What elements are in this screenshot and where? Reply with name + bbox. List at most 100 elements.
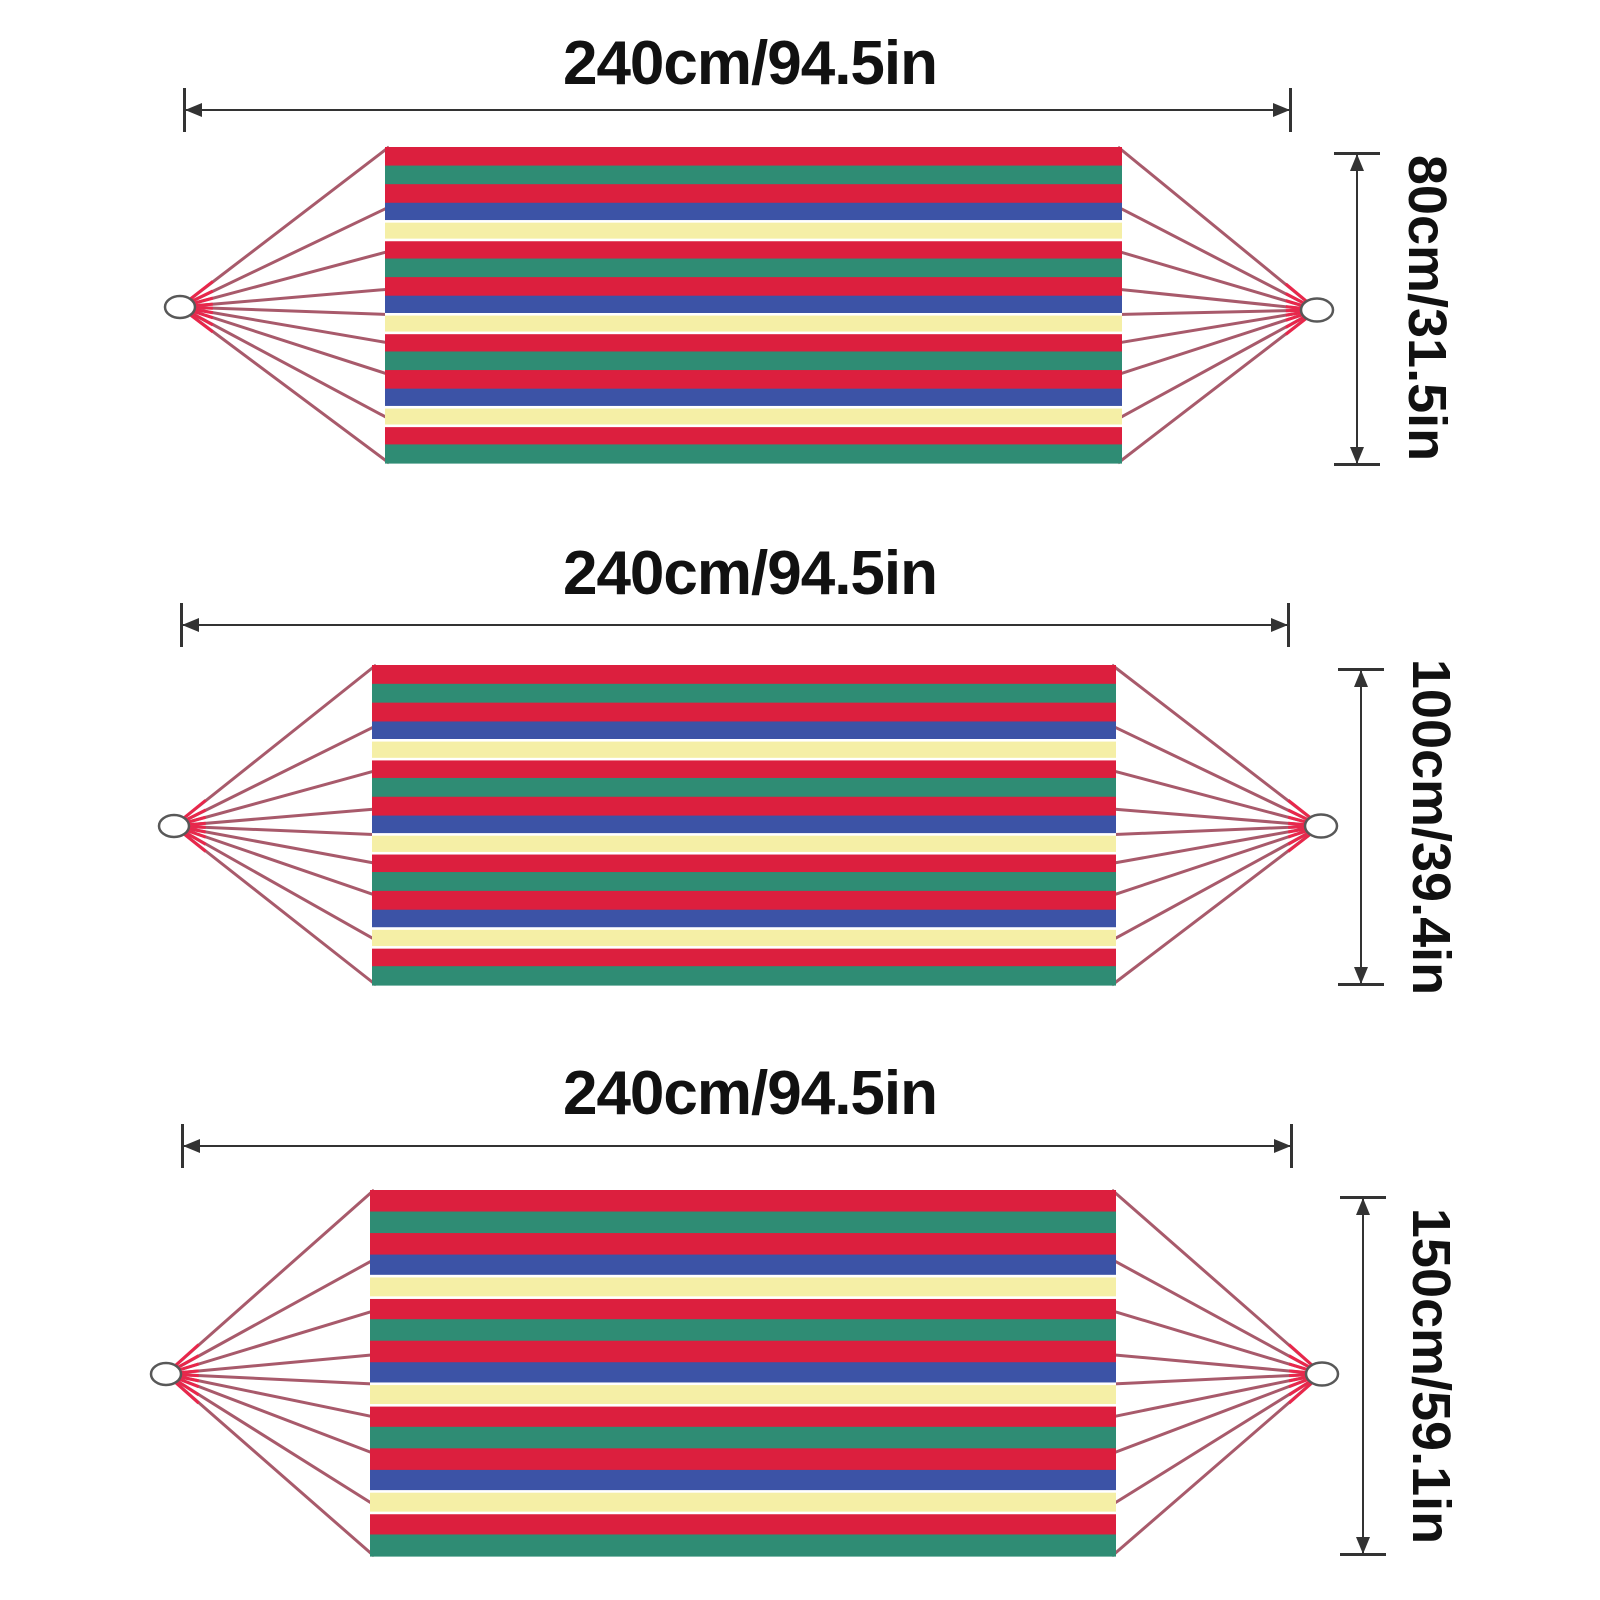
rope-line — [1117, 145, 1318, 312]
height-label-2: 100cm/39.4in — [1401, 658, 1461, 996]
fabric-stripe-blue — [370, 1362, 1116, 1385]
rope-line — [1117, 308, 1318, 345]
fabric-stripe-red — [372, 702, 1116, 723]
dimension-end-tick — [1338, 668, 1384, 671]
width-dimension-arrow-1 — [183, 88, 1292, 132]
arrowhead-left-icon — [183, 1139, 200, 1153]
fabric-stripe-yellow — [370, 1276, 1116, 1299]
dimension-line — [1360, 671, 1362, 983]
fabric-stripe-blue — [385, 295, 1122, 315]
rope-line — [179, 205, 390, 309]
stripe-separator — [370, 1296, 1116, 1299]
rope-line — [1111, 807, 1322, 828]
rope-line — [1111, 824, 1322, 865]
stripe-separator — [370, 1511, 1116, 1515]
stripe-separator — [372, 927, 1116, 930]
fabric-stripe-blue — [372, 721, 1116, 741]
dimension-end-tick — [181, 1124, 184, 1168]
fabric-stripe-green — [385, 444, 1122, 464]
suspension-ring-right — [1303, 813, 1339, 839]
rope-line — [179, 305, 390, 465]
rope-line — [165, 1372, 375, 1419]
rope-line — [165, 1372, 375, 1455]
stripe-separator — [372, 738, 1116, 742]
rope-line — [1117, 308, 1318, 316]
suspension-ring-left — [149, 1361, 183, 1387]
fabric-stripe-green — [370, 1534, 1116, 1557]
arrowhead-up-icon — [1350, 154, 1364, 171]
rope-line — [1111, 1309, 1323, 1376]
dimension-end-tick — [183, 88, 186, 132]
rope-line — [173, 824, 377, 897]
rope-line — [179, 287, 390, 309]
fabric-stripe-red — [370, 1340, 1116, 1363]
fabric-stripe-green — [372, 683, 1116, 704]
rope-line — [179, 305, 390, 345]
dimension-end-tick — [1290, 1124, 1293, 1168]
arrowhead-right-icon — [1274, 1139, 1291, 1153]
stripe-separator — [370, 1382, 1116, 1386]
stripe-separator — [372, 757, 1116, 761]
width-label-3: 240cm/94.5in — [562, 1059, 938, 1128]
fabric-stripe-red — [370, 1233, 1116, 1256]
fabric-stripe-yellow — [385, 407, 1122, 427]
fabric-stripe-red — [372, 947, 1116, 967]
stripe-separator — [370, 1490, 1116, 1493]
fabric-stripe-yellow — [370, 1383, 1116, 1406]
rope-line — [165, 1353, 375, 1376]
fabric-stripe-red — [372, 853, 1116, 873]
rope-line — [173, 769, 377, 828]
rope-line — [1111, 1372, 1323, 1455]
rope-line — [173, 807, 377, 828]
height-label-1: 80cm/31.5in — [1397, 154, 1457, 462]
arrowhead-up-icon — [1356, 1198, 1370, 1215]
stripe-separator — [385, 424, 1122, 428]
rope-line — [1111, 824, 1322, 942]
stripe-separator — [385, 331, 1122, 335]
rope-line — [165, 1258, 375, 1376]
fabric-stripe-green — [385, 258, 1122, 278]
suspension-ring-right — [1304, 1361, 1340, 1387]
fabric-stripe-red — [372, 665, 1116, 685]
stripe-separator — [372, 851, 1116, 855]
rope-line — [179, 145, 390, 309]
fabric-stripe-red — [385, 239, 1122, 260]
fabric-stripe-blue — [370, 1254, 1116, 1277]
stripe-separator — [385, 312, 1122, 316]
arrowhead-right-icon — [1273, 103, 1290, 117]
fabric-stripe-red — [385, 277, 1122, 297]
dimension-end-tick — [1334, 152, 1380, 155]
fabric-stripe-yellow — [385, 221, 1122, 241]
fabric-stripe-yellow — [372, 834, 1116, 854]
rope-line — [165, 1372, 375, 1386]
width-label-1: 240cm/94.5in — [562, 29, 938, 98]
arrowhead-down-icon — [1354, 967, 1368, 984]
rope-line — [1111, 1372, 1323, 1419]
rope-line — [1111, 1372, 1323, 1558]
fabric-stripe-blue — [372, 909, 1116, 930]
fabric-stripe-green — [372, 966, 1116, 986]
rope-line — [1111, 824, 1322, 987]
dimension-end-tick — [1338, 983, 1384, 986]
rope-line — [1117, 308, 1318, 376]
fabric-stripe-red — [370, 1448, 1116, 1471]
fabric-stripe-blue — [372, 815, 1116, 836]
arrowhead-left-icon — [185, 103, 202, 117]
rope-line — [179, 305, 390, 376]
arrowhead-right-icon — [1271, 618, 1288, 632]
width-dimension-arrow-2 — [180, 603, 1290, 647]
width-dimension-arrow-3 — [181, 1124, 1293, 1168]
fabric-stripe-green — [372, 777, 1116, 798]
fabric-stripe-red — [385, 184, 1122, 204]
dimension-end-tick — [1340, 1196, 1386, 1199]
rope-line — [1111, 1372, 1323, 1507]
rope-line — [165, 1372, 375, 1558]
rope-line — [1111, 1258, 1323, 1376]
rope-line — [173, 724, 377, 828]
rope-line — [1117, 249, 1318, 312]
dimension-end-tick — [180, 603, 183, 647]
rope-line — [1111, 663, 1322, 828]
fabric-stripe-red — [385, 332, 1122, 353]
fabric-stripe-red — [372, 759, 1116, 779]
height-dimension-arrow-1 — [1334, 152, 1380, 466]
